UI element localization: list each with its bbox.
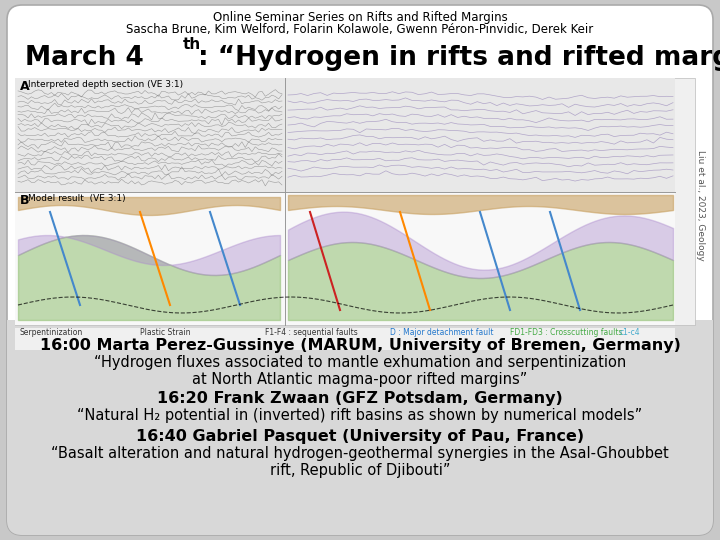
Text: “Natural H₂ potential in (inverted) rift basins as shown by numerical models”: “Natural H₂ potential in (inverted) rift… (77, 408, 643, 423)
Text: rift, Republic of Djibouti”: rift, Republic of Djibouti” (270, 463, 450, 478)
FancyBboxPatch shape (15, 78, 675, 192)
FancyBboxPatch shape (7, 320, 713, 360)
FancyBboxPatch shape (7, 330, 713, 535)
Text: F1-F4 : sequential faults: F1-F4 : sequential faults (265, 328, 358, 337)
Text: Sascha Brune, Kim Welford, Folarin Kolawole, Gwenn Péron-Pinvidic, Derek Keir: Sascha Brune, Kim Welford, Folarin Kolaw… (127, 23, 593, 36)
Text: Plastic Strain: Plastic Strain (140, 328, 191, 337)
Text: “Hydrogen fluxes associated to mantle exhumation and serpentinization: “Hydrogen fluxes associated to mantle ex… (94, 355, 626, 370)
FancyBboxPatch shape (15, 192, 675, 325)
Text: March 4: March 4 (25, 45, 144, 71)
Text: : “Hydrogen in rifts and rifted margins – Part 2”: : “Hydrogen in rifts and rifted margins … (198, 45, 720, 71)
Text: Online Seminar Series on Rifts and Rifted Margins: Online Seminar Series on Rifts and Rifte… (212, 11, 508, 24)
Text: A: A (20, 80, 30, 93)
Text: FD1-FD3 : Crosscutting faults: FD1-FD3 : Crosscutting faults (510, 328, 623, 337)
Text: 16:40 Gabriel Pasquet (University of Pau, France): 16:40 Gabriel Pasquet (University of Pau… (136, 429, 584, 444)
Text: D : Major detachment fault: D : Major detachment fault (390, 328, 493, 337)
FancyBboxPatch shape (15, 78, 695, 325)
Text: c1-c4: c1-c4 (620, 328, 641, 337)
Text: 16:20 Frank Zwaan (GFZ Potsdam, Germany): 16:20 Frank Zwaan (GFZ Potsdam, Germany) (157, 391, 563, 406)
Text: at North Atlantic magma-poor rifted margins”: at North Atlantic magma-poor rifted marg… (192, 372, 528, 387)
Text: th: th (183, 37, 202, 52)
Text: Liu et al., 2023, Geology: Liu et al., 2023, Geology (696, 150, 704, 260)
Text: Model result  (VE 3:1): Model result (VE 3:1) (28, 194, 125, 203)
FancyBboxPatch shape (7, 5, 713, 535)
Text: 16:00 Marta Perez-Gussinye (MARUM, University of Bremen, Germany): 16:00 Marta Perez-Gussinye (MARUM, Unive… (40, 338, 680, 353)
FancyBboxPatch shape (15, 328, 675, 350)
Text: Serpentinization: Serpentinization (20, 328, 84, 337)
Text: Interpreted depth section (VE 3:1): Interpreted depth section (VE 3:1) (28, 80, 183, 89)
Text: B: B (20, 194, 30, 207)
Text: “Basalt alteration and natural hydrogen-geothermal synergies in the Asal-Ghoubbe: “Basalt alteration and natural hydrogen-… (51, 446, 669, 461)
